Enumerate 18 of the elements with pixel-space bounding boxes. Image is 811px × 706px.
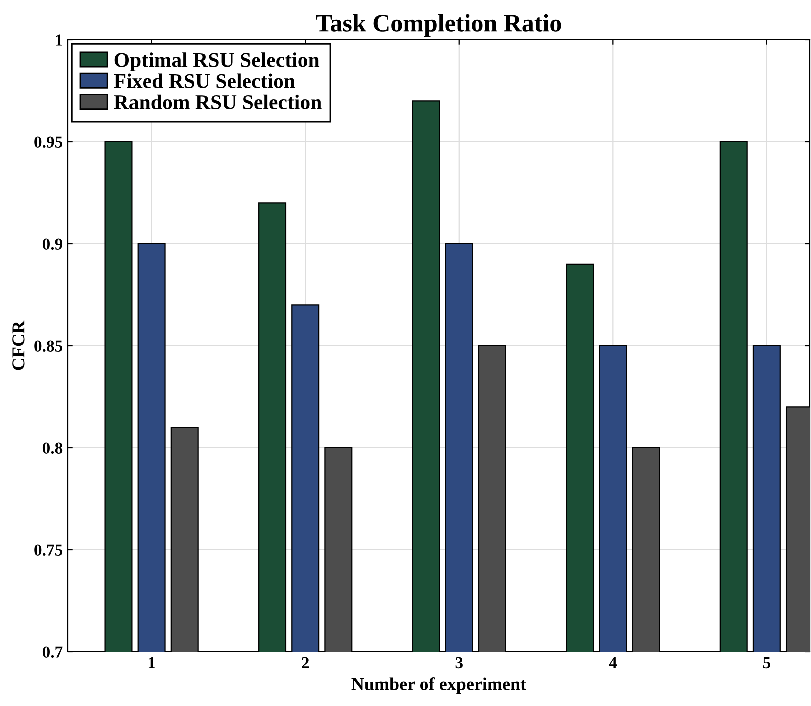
x-tick-label: 3 — [456, 657, 463, 669]
x-tick-label: 2 — [302, 657, 310, 668]
y-tick-label: 0.7 — [42, 646, 63, 658]
y-tick-label: 0.9 — [42, 238, 63, 250]
y-tick-label: 0.85 — [34, 340, 63, 352]
y-tick-label: 0.75 — [34, 544, 63, 556]
chart-title: Task Completion Ratio — [316, 14, 562, 37]
x-tick-label: 5 — [763, 658, 770, 669]
x-tick-label: 1 — [148, 657, 156, 668]
y-tick-label: 1 — [56, 34, 62, 46]
x-axis-title: Number of experiment — [352, 678, 527, 694]
legend-label: Random RSU Selection — [114, 94, 322, 110]
y-tick-label: 0.8 — [42, 442, 63, 454]
y-axis-title: CFCR — [12, 320, 25, 370]
legend-label: Optimal RSU Selection — [114, 52, 320, 72]
legend-label: Fixed RSU Selection — [114, 74, 296, 88]
y-tick-label: 0.95 — [34, 136, 63, 148]
x-tick-label: 4 — [609, 657, 618, 668]
